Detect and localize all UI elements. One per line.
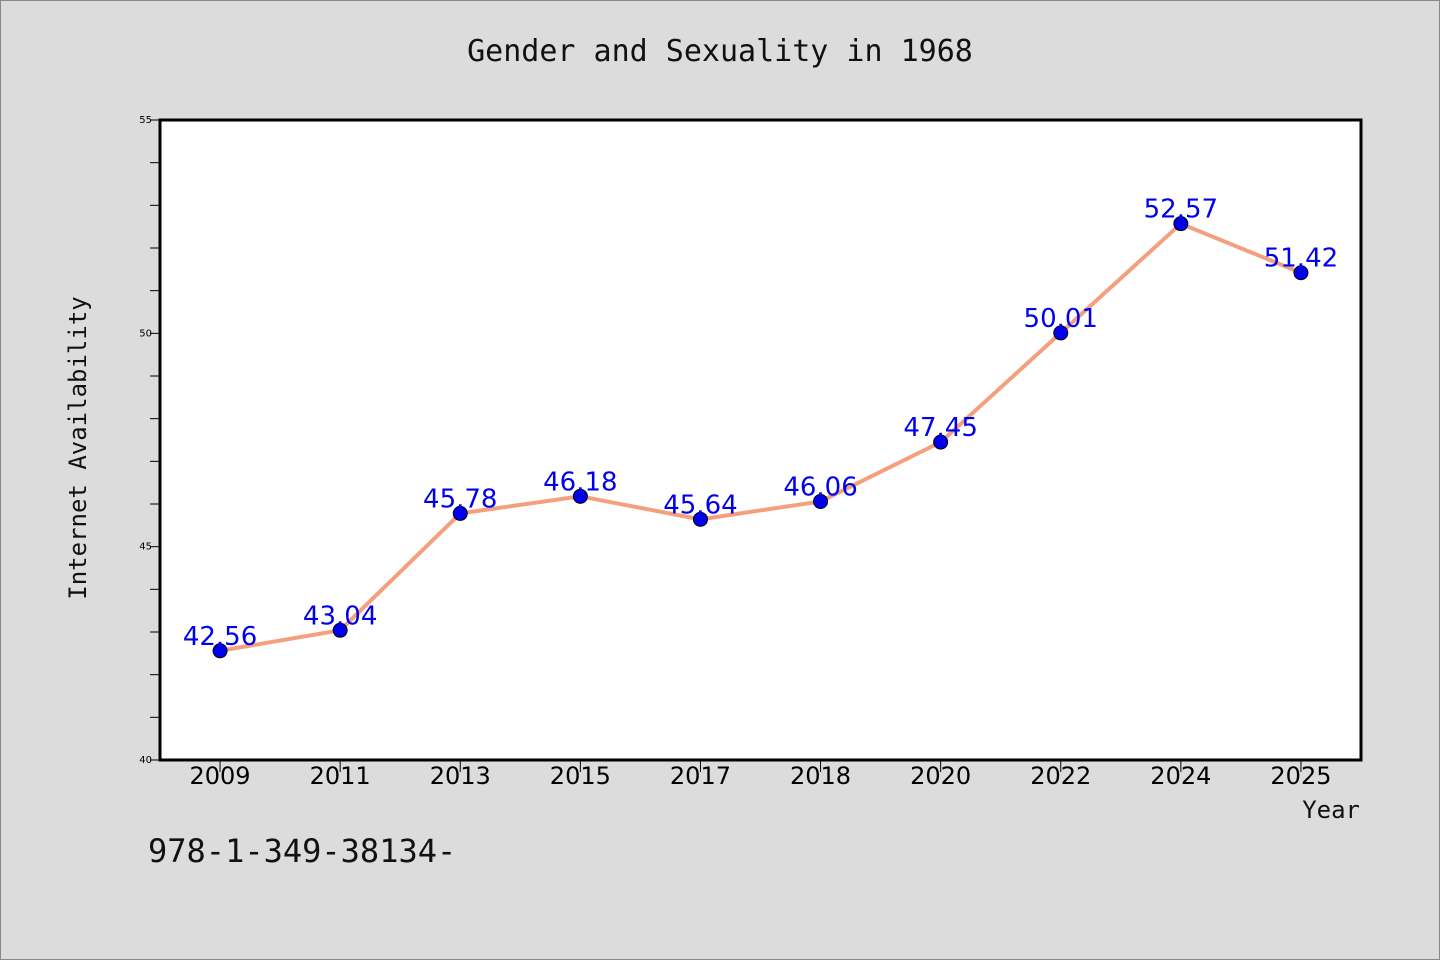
- x-tick-label: 2011: [310, 762, 371, 790]
- x-tick-label: 2009: [190, 762, 251, 790]
- y-tick-label: 40: [139, 755, 152, 766]
- x-tick-label: 2022: [1030, 762, 1091, 790]
- data-point: [1053, 325, 1069, 341]
- data-point: [692, 511, 708, 527]
- data-point: [452, 505, 468, 521]
- data-label: 43.04: [303, 601, 377, 631]
- data-point: [813, 493, 829, 509]
- y-tick-label: 45: [139, 542, 152, 553]
- x-tick-label: 2013: [430, 762, 491, 790]
- x-tick-label: 2015: [550, 762, 611, 790]
- x-axis-label: Year: [1302, 796, 1360, 824]
- x-tick-label: 2018: [790, 762, 851, 790]
- series-line: [218, 221, 1303, 653]
- data-label: 50.01: [1024, 304, 1098, 334]
- plot-area: [158, 118, 1363, 762]
- x-tick-label: 2025: [1270, 762, 1331, 790]
- x-tick-label: 2020: [910, 762, 971, 790]
- data-label: 47.45: [903, 413, 977, 443]
- data-label: 51.42: [1264, 244, 1338, 274]
- y-tick-label: 50: [139, 328, 152, 339]
- data-label: 45.78: [423, 484, 497, 514]
- data-label: 46.18: [543, 467, 617, 497]
- data-point: [1173, 216, 1189, 232]
- footer-code: 978-1-349-38134-: [148, 832, 457, 870]
- y-tick-label: 55: [139, 115, 152, 126]
- x-tick-label: 2017: [670, 762, 731, 790]
- data-label: 46.06: [783, 472, 857, 502]
- data-label: 52.57: [1144, 195, 1218, 225]
- data-point: [1293, 265, 1309, 281]
- data-label: 42.56: [183, 622, 257, 652]
- data-label: 45.64: [663, 490, 737, 520]
- x-tick-label: 2024: [1150, 762, 1211, 790]
- data-point: [572, 488, 588, 504]
- data-point: [332, 622, 348, 638]
- chart-title: Gender and Sexuality in 1968: [467, 34, 973, 69]
- data-point: [933, 434, 949, 450]
- data-point: [212, 643, 228, 659]
